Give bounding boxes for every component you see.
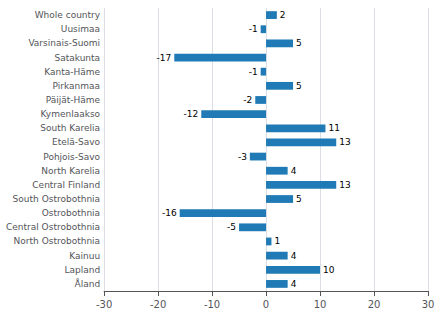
svg-text:30: 30 [422, 299, 435, 310]
svg-text:5: 5 [296, 38, 302, 48]
svg-text:Pohjois-Savo: Pohjois-Savo [43, 152, 100, 162]
svg-text:South Ostrobothnia: South Ostrobothnia [13, 194, 101, 204]
svg-text:Åland: Åland [75, 278, 101, 289]
svg-text:-1: -1 [249, 24, 258, 34]
svg-text:Pirkanmaa: Pirkanmaa [53, 81, 101, 91]
svg-text:11: 11 [328, 123, 339, 133]
svg-text:Central Ostrobothnia: Central Ostrobothnia [6, 222, 100, 232]
svg-text:-5: -5 [227, 222, 236, 232]
svg-text:5: 5 [296, 81, 302, 91]
svg-text:2: 2 [280, 10, 286, 20]
svg-text:Kymenlaakso: Kymenlaakso [41, 109, 101, 119]
svg-text:Varsinais-Suomi: Varsinais-Suomi [28, 38, 100, 48]
svg-text:10: 10 [323, 265, 335, 275]
svg-text:1: 1 [274, 236, 280, 246]
svg-text:Ostrobothnia: Ostrobothnia [42, 208, 100, 218]
svg-text:Etelä-Savo: Etelä-Savo [52, 137, 101, 147]
svg-text:13: 13 [339, 180, 350, 190]
svg-text:5: 5 [296, 194, 302, 204]
svg-text:Kainuu: Kainuu [69, 251, 100, 261]
svg-text:-3: -3 [238, 152, 247, 162]
svg-text:-12: -12 [184, 109, 199, 119]
svg-text:Lapland: Lapland [64, 265, 100, 275]
svg-text:North Karelia: North Karelia [41, 166, 100, 176]
svg-text:0: 0 [263, 299, 269, 310]
svg-text:South Karelia: South Karelia [40, 123, 100, 133]
svg-text:-20: -20 [150, 299, 166, 310]
svg-text:4: 4 [291, 251, 297, 261]
svg-text:Päijät-Häme: Päijät-Häme [46, 95, 101, 105]
svg-text:10: 10 [314, 299, 327, 310]
svg-text:-17: -17 [157, 53, 172, 63]
svg-text:Central Finland: Central Finland [32, 180, 100, 190]
svg-text:-30: -30 [96, 299, 112, 310]
svg-text:4: 4 [291, 279, 297, 289]
svg-text:13: 13 [339, 137, 350, 147]
svg-text:Uusimaa: Uusimaa [61, 24, 100, 34]
svg-text:Whole country: Whole country [35, 10, 101, 20]
svg-text:-10: -10 [204, 299, 220, 310]
svg-text:4: 4 [291, 166, 297, 176]
svg-text:-16: -16 [162, 208, 177, 218]
svg-text:Kanta-Häme: Kanta-Häme [44, 67, 100, 77]
svg-text:-1: -1 [249, 67, 258, 77]
svg-text:Satakunta: Satakunta [54, 53, 100, 63]
svg-text:-2: -2 [243, 95, 252, 105]
svg-text:20: 20 [368, 299, 381, 310]
svg-text:North Ostrobothnia: North Ostrobothnia [14, 236, 101, 246]
